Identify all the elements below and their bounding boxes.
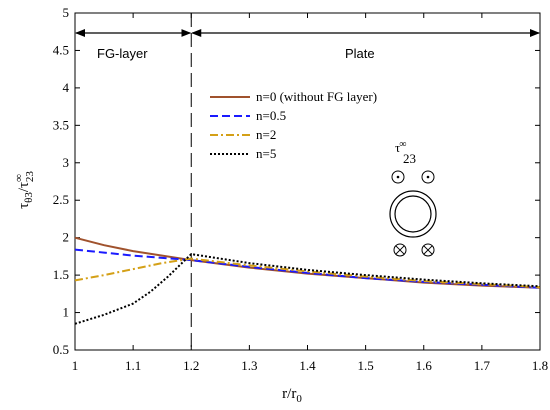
x-tick-label: 1.2 bbox=[183, 358, 199, 373]
legend-label-1: n=0.5 bbox=[256, 108, 286, 123]
y-tick-label: 2.5 bbox=[53, 192, 69, 207]
x-ticks: 1 1.1 1.2 1.3 1.4 1.5 1.6 1.7 1.8 bbox=[72, 13, 548, 373]
legend-label-0: n=0 (without FG layer) bbox=[256, 89, 377, 104]
y-tick-label: 1.5 bbox=[53, 267, 69, 282]
fg-layer-label: FG-layer bbox=[97, 46, 148, 61]
dot-symbol-left bbox=[391, 170, 405, 184]
cross-symbol-left bbox=[393, 243, 407, 257]
y-tick-label: 2 bbox=[63, 230, 70, 245]
series-line-1 bbox=[74, 248, 541, 289]
y-axis-label-sup: ∞ bbox=[13, 174, 25, 182]
y-tick-label: 3 bbox=[63, 155, 70, 170]
legend-label-3: n=5 bbox=[256, 146, 276, 161]
series-line-0 bbox=[74, 236, 541, 289]
y-ticks: 0.5 1 1.5 2 2.5 3 3.5 4 4.5 5 bbox=[53, 5, 540, 357]
series-line-2 bbox=[74, 257, 541, 289]
y-tick-label: 3.5 bbox=[53, 117, 69, 132]
hole-outer-circle bbox=[389, 190, 437, 238]
x-tick-label: 1.7 bbox=[474, 358, 491, 373]
cross-symbol-right bbox=[421, 243, 435, 257]
x-tick-label: 1.5 bbox=[358, 358, 374, 373]
plot-frame bbox=[74, 12, 541, 351]
series-line-3 bbox=[74, 253, 541, 325]
y-tick-label: 5 bbox=[63, 5, 70, 20]
x-axis-label: r/r0 bbox=[282, 386, 302, 405]
y-tick-label: 1 bbox=[63, 305, 70, 320]
y-axis-label-mid: /τ bbox=[16, 182, 32, 192]
x-axis-label-sub: 0 bbox=[296, 393, 302, 405]
y-tick-label: 0.5 bbox=[53, 342, 69, 357]
y-axis-label: τθ3/τ∞23 bbox=[13, 171, 36, 209]
hole-inner-circle bbox=[394, 195, 432, 233]
x-tick-label: 1.3 bbox=[241, 358, 257, 373]
x-tick-label: 1.4 bbox=[299, 358, 316, 373]
inset-diagram: τ∞ 23 bbox=[389, 139, 437, 257]
y-axis-label-sub2: 23 bbox=[24, 171, 36, 183]
y-tick-label: 4 bbox=[63, 80, 70, 95]
inset-label: τ∞ bbox=[395, 139, 406, 156]
x-tick-label: 1 bbox=[72, 358, 79, 373]
plate-label: Plate bbox=[345, 46, 375, 61]
inset-label-sub: 23 bbox=[403, 151, 416, 166]
series-group bbox=[74, 236, 541, 325]
legend-label-2: n=2 bbox=[256, 127, 276, 142]
x-tick-label: 1.8 bbox=[532, 358, 548, 373]
inset-label-sup: ∞ bbox=[399, 139, 406, 150]
y-axis-label-sub1: θ3 bbox=[23, 192, 35, 203]
dot-symbol-right bbox=[421, 170, 435, 184]
legend: n=0 (without FG layer) n=0.5 n=2 n=5 bbox=[210, 89, 377, 161]
x-tick-label: 1.6 bbox=[416, 358, 433, 373]
y-tick-label: 4.5 bbox=[53, 42, 69, 57]
x-tick-label: 1.1 bbox=[125, 358, 141, 373]
